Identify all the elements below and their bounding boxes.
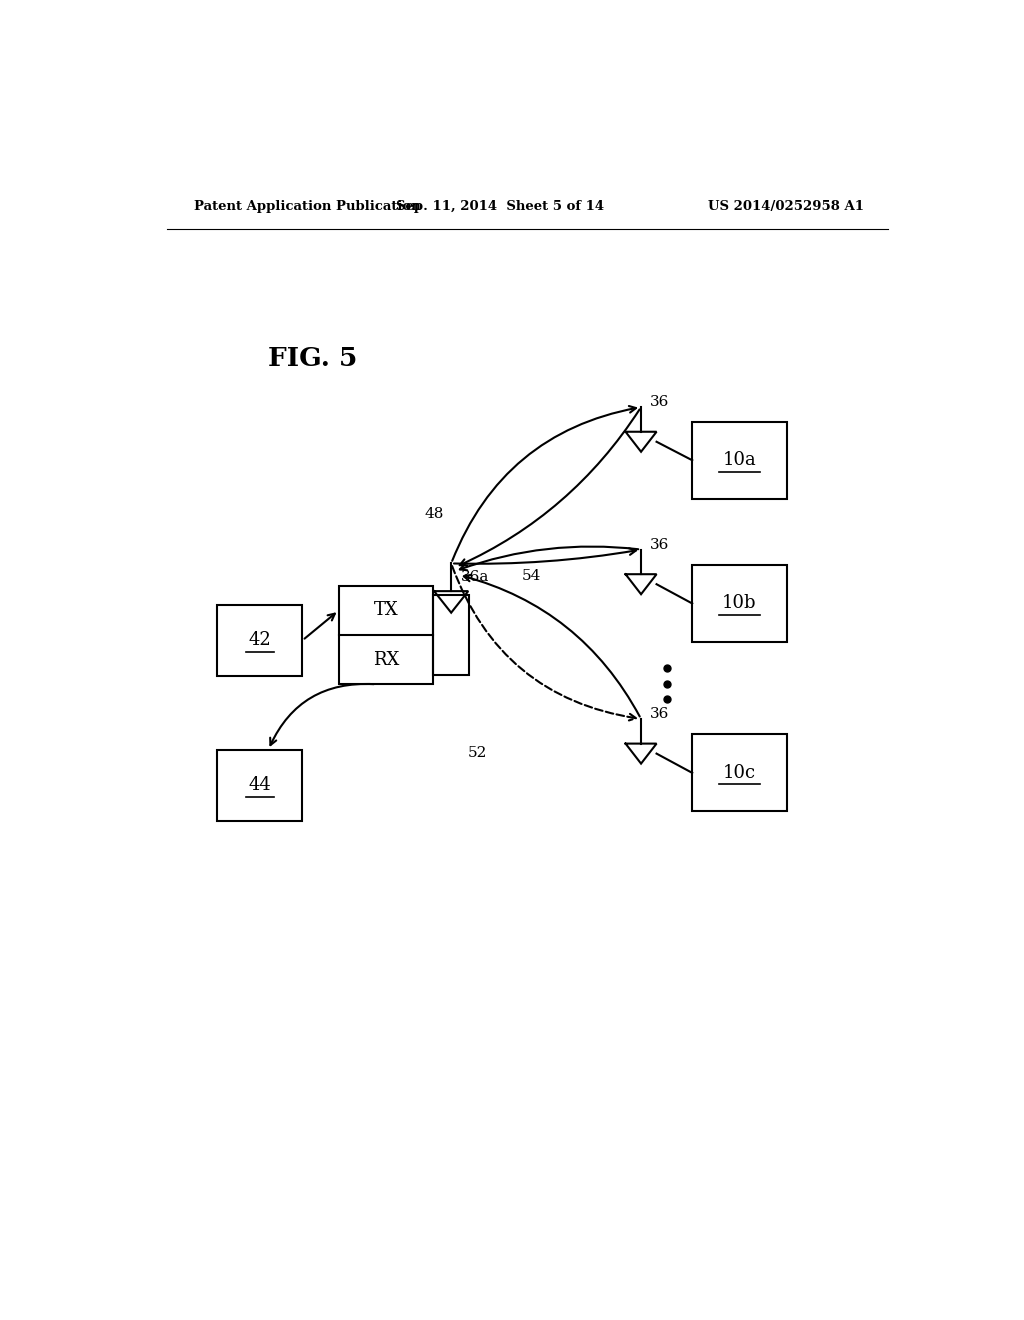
Text: 10c: 10c bbox=[723, 764, 756, 781]
Bar bbox=[692, 565, 786, 642]
Text: FIG. 5: FIG. 5 bbox=[267, 346, 357, 371]
Text: 36: 36 bbox=[650, 708, 670, 721]
Text: RX: RX bbox=[373, 651, 399, 669]
Text: 10a: 10a bbox=[723, 451, 757, 469]
Text: 36: 36 bbox=[650, 396, 670, 409]
Text: 36a: 36a bbox=[461, 570, 489, 585]
Text: 42: 42 bbox=[249, 631, 271, 649]
Text: Sep. 11, 2014  Sheet 5 of 14: Sep. 11, 2014 Sheet 5 of 14 bbox=[396, 199, 604, 213]
Bar bbox=[339, 586, 433, 684]
Text: 48: 48 bbox=[424, 507, 443, 521]
Bar bbox=[433, 595, 469, 675]
Text: 36: 36 bbox=[650, 539, 670, 552]
Text: US 2014/0252958 A1: US 2014/0252958 A1 bbox=[709, 199, 864, 213]
Text: 10b: 10b bbox=[722, 594, 757, 612]
Text: 54: 54 bbox=[521, 569, 541, 582]
Bar bbox=[692, 422, 786, 499]
Text: 52: 52 bbox=[467, 746, 486, 760]
Text: Patent Application Publication: Patent Application Publication bbox=[194, 199, 421, 213]
Bar bbox=[692, 734, 786, 812]
Text: 44: 44 bbox=[249, 776, 271, 795]
Bar bbox=[217, 750, 302, 821]
Bar bbox=[217, 605, 302, 676]
Text: TX: TX bbox=[374, 602, 398, 619]
